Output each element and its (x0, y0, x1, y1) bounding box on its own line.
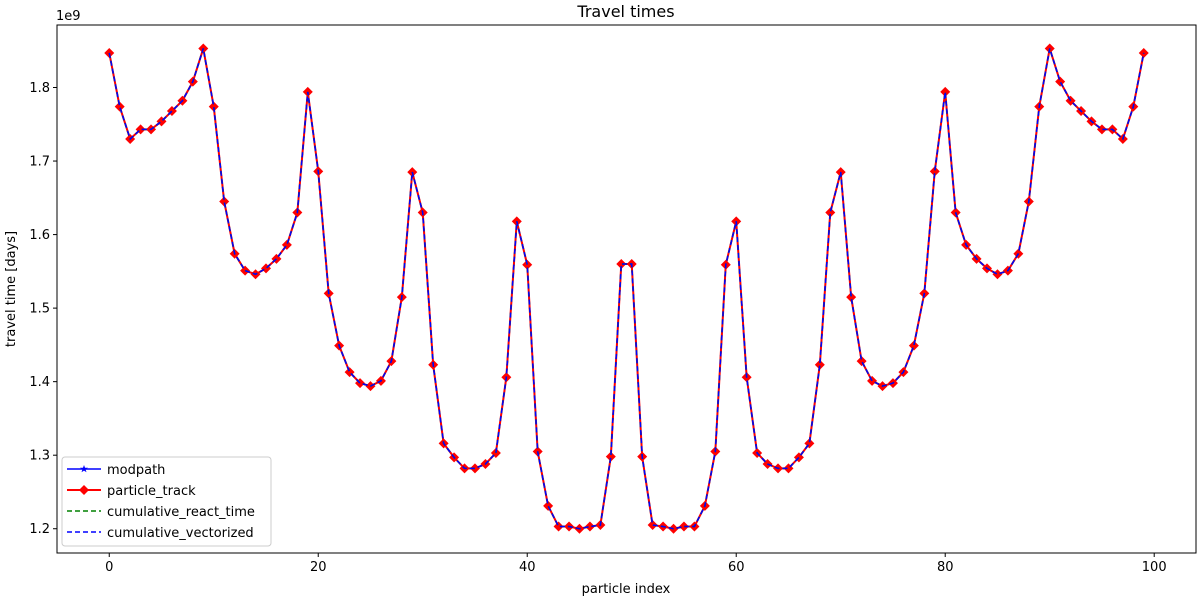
data-point-particle-track (616, 258, 627, 269)
data-point-particle-track (543, 500, 554, 511)
data-point-particle-track (469, 463, 480, 474)
data-point-particle-track (208, 101, 219, 112)
y-tick-label: 1.2 (29, 522, 50, 537)
x-tick-label: 40 (519, 560, 536, 575)
y-tick-label: 1.8 (29, 81, 50, 96)
legend-label-cumulative-react-time: cumulative_react_time (107, 505, 255, 520)
series-line-cumulative-vectorized (108, 48, 1145, 530)
data-point-particle-track (219, 196, 230, 207)
x-tick-label: 100 (1142, 560, 1167, 575)
data-point-particle-track (240, 265, 251, 276)
chart-title: Travel times (576, 2, 674, 21)
y-offset-label: 1e9 (56, 9, 81, 24)
legend-marker-diamond (79, 485, 89, 495)
y-tick-label: 1.3 (29, 449, 50, 464)
data-point-particle-track (929, 166, 940, 177)
data-point-particle-track (867, 375, 878, 386)
data-point-particle-track (856, 356, 867, 367)
data-point-particle-track (584, 521, 595, 532)
series-layer (104, 43, 1149, 534)
y-axis-ticks: 1.2 1.3 1.4 1.5 1.6 1.7 1.8 (29, 81, 57, 537)
x-tick-label: 20 (310, 560, 327, 575)
y-axis-label: travel time [days] (4, 231, 19, 347)
y-tick-label: 1.6 (29, 228, 50, 243)
y-tick-label: 1.7 (29, 155, 50, 170)
data-point-particle-track (814, 359, 825, 370)
legend-label-particle-track: particle_track (107, 484, 196, 499)
data-point-particle-track (846, 292, 857, 303)
y-tick-label: 1.5 (29, 302, 50, 317)
legend-box (61, 456, 272, 547)
x-tick-label: 80 (937, 560, 954, 575)
legend-marker-star (80, 465, 88, 473)
x-tick-label: 0 (105, 560, 113, 575)
data-point-particle-track (678, 521, 689, 532)
legend: modpath particle_track cumulative_react_… (61, 456, 272, 547)
data-point-particle-track (1055, 76, 1066, 87)
plot-frame (56, 24, 1197, 554)
x-axis-label: particle index (582, 582, 671, 597)
data-point-particle-track (940, 86, 951, 97)
data-point-particle-track (114, 101, 125, 112)
legend-label-modpath: modpath (107, 463, 165, 478)
data-point-particle-track (825, 207, 836, 218)
legend-label-cumulative-vectorized: cumulative_vectorized (107, 526, 254, 541)
data-point-particle-track (647, 520, 658, 531)
data-point-particle-track (908, 340, 919, 351)
data-point-particle-track (522, 259, 533, 270)
x-tick-label: 60 (728, 560, 745, 575)
data-point-particle-track (605, 451, 616, 462)
x-axis-ticks: 0 20 40 60 80 100 (105, 553, 1167, 575)
data-point-particle-track (992, 269, 1003, 280)
data-point-particle-track (553, 521, 564, 532)
y-tick-label: 1.4 (29, 375, 50, 390)
